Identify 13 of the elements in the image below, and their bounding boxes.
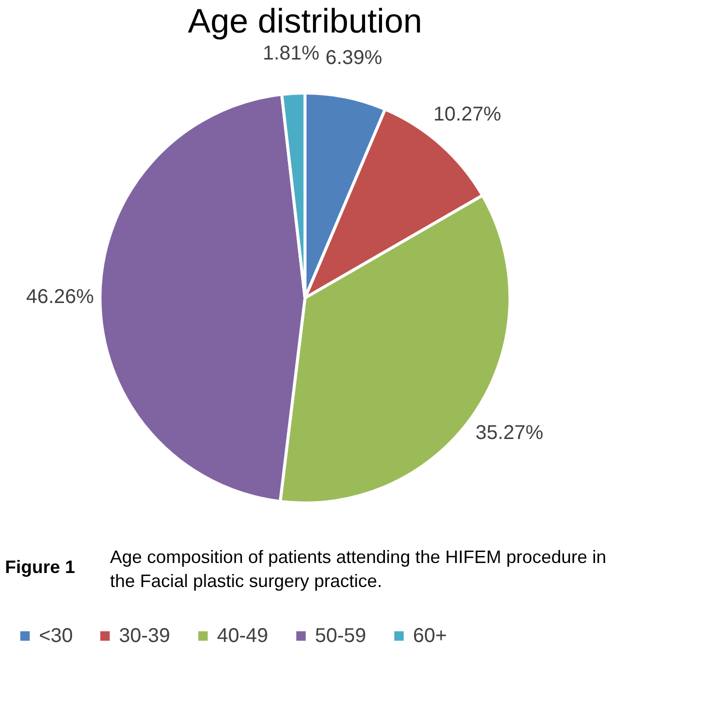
data-label: 6.39% bbox=[325, 46, 382, 69]
legend-label: 50-59 bbox=[315, 625, 366, 647]
data-label: 10.27% bbox=[433, 103, 502, 126]
caption: Figure 1 bbox=[5, 557, 76, 577]
text: Age composition of patients attending the HIFEM procedure in the Facial plastic surgery practice. bbox=[110, 547, 606, 591]
legend-label: <30 bbox=[39, 625, 73, 647]
data-label: 35.27% bbox=[475, 422, 544, 444]
data-label: 46.26% bbox=[26, 286, 94, 308]
legend-label: 40-49 bbox=[217, 625, 268, 647]
legend-label: 30-39 bbox=[119, 625, 170, 647]
chart-title: Age distribution bbox=[188, 2, 422, 40]
data-label: 1.81% bbox=[262, 42, 320, 64]
legend-label: 60+ bbox=[413, 625, 447, 647]
